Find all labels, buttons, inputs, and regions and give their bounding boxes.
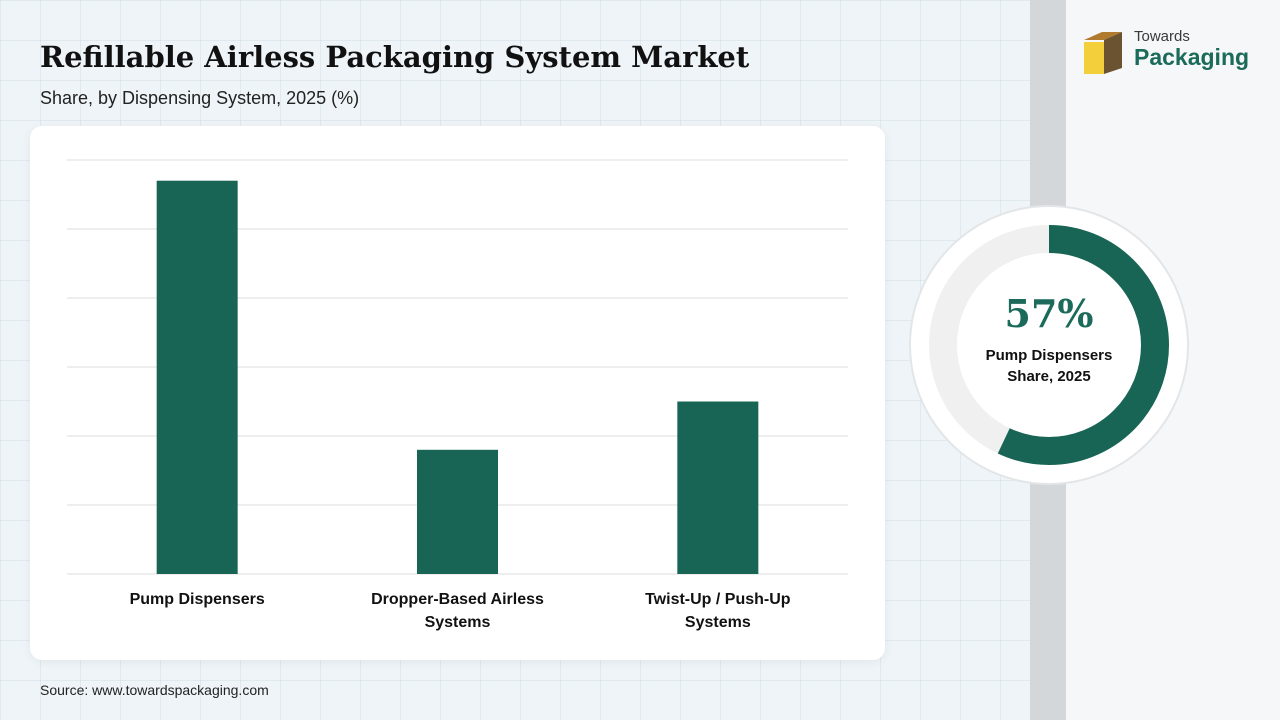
page-subtitle: Share, by Dispensing System, 2025 (%) xyxy=(40,88,360,108)
donut-label: Pump Dispensers Share, 2025 xyxy=(959,345,1139,387)
x-tick-label: Pump Dispensers xyxy=(130,591,265,608)
x-tick-label: Dropper-Based Airless Systems xyxy=(371,591,544,631)
donut-arc xyxy=(929,225,1169,465)
bar-0 xyxy=(156,180,238,574)
donut-label-line1: Pump Dispensers xyxy=(985,347,1113,364)
box-icon xyxy=(1084,32,1122,74)
logo-text-packaging: Packaging xyxy=(1134,44,1250,70)
share-donut: 57% Pump Dispensers Share, 2025 xyxy=(907,203,1191,487)
page-title: Refillable Airless Packaging System Mark… xyxy=(40,40,750,74)
logo-text-towards: Towards xyxy=(1134,28,1190,45)
donut-label-line2: Share, 2025 xyxy=(1007,368,1091,385)
bar-chart: Pump Dispensers Dropper-Based Airless Syst… xyxy=(67,159,848,631)
x-tick-label: Twist-Up / Push-Up Systems xyxy=(645,591,791,631)
bar-1 xyxy=(417,449,498,574)
donut-percent: 57% xyxy=(1004,291,1094,336)
bar-2 xyxy=(677,401,759,574)
donut-chart xyxy=(909,205,1189,485)
source-note: Source: www.towardspackaging.com xyxy=(40,682,269,698)
chart-card: Pump Dispensers Dropper-Based Airless Syst… xyxy=(30,126,885,660)
logo: Towards Packaging xyxy=(1082,28,1262,78)
